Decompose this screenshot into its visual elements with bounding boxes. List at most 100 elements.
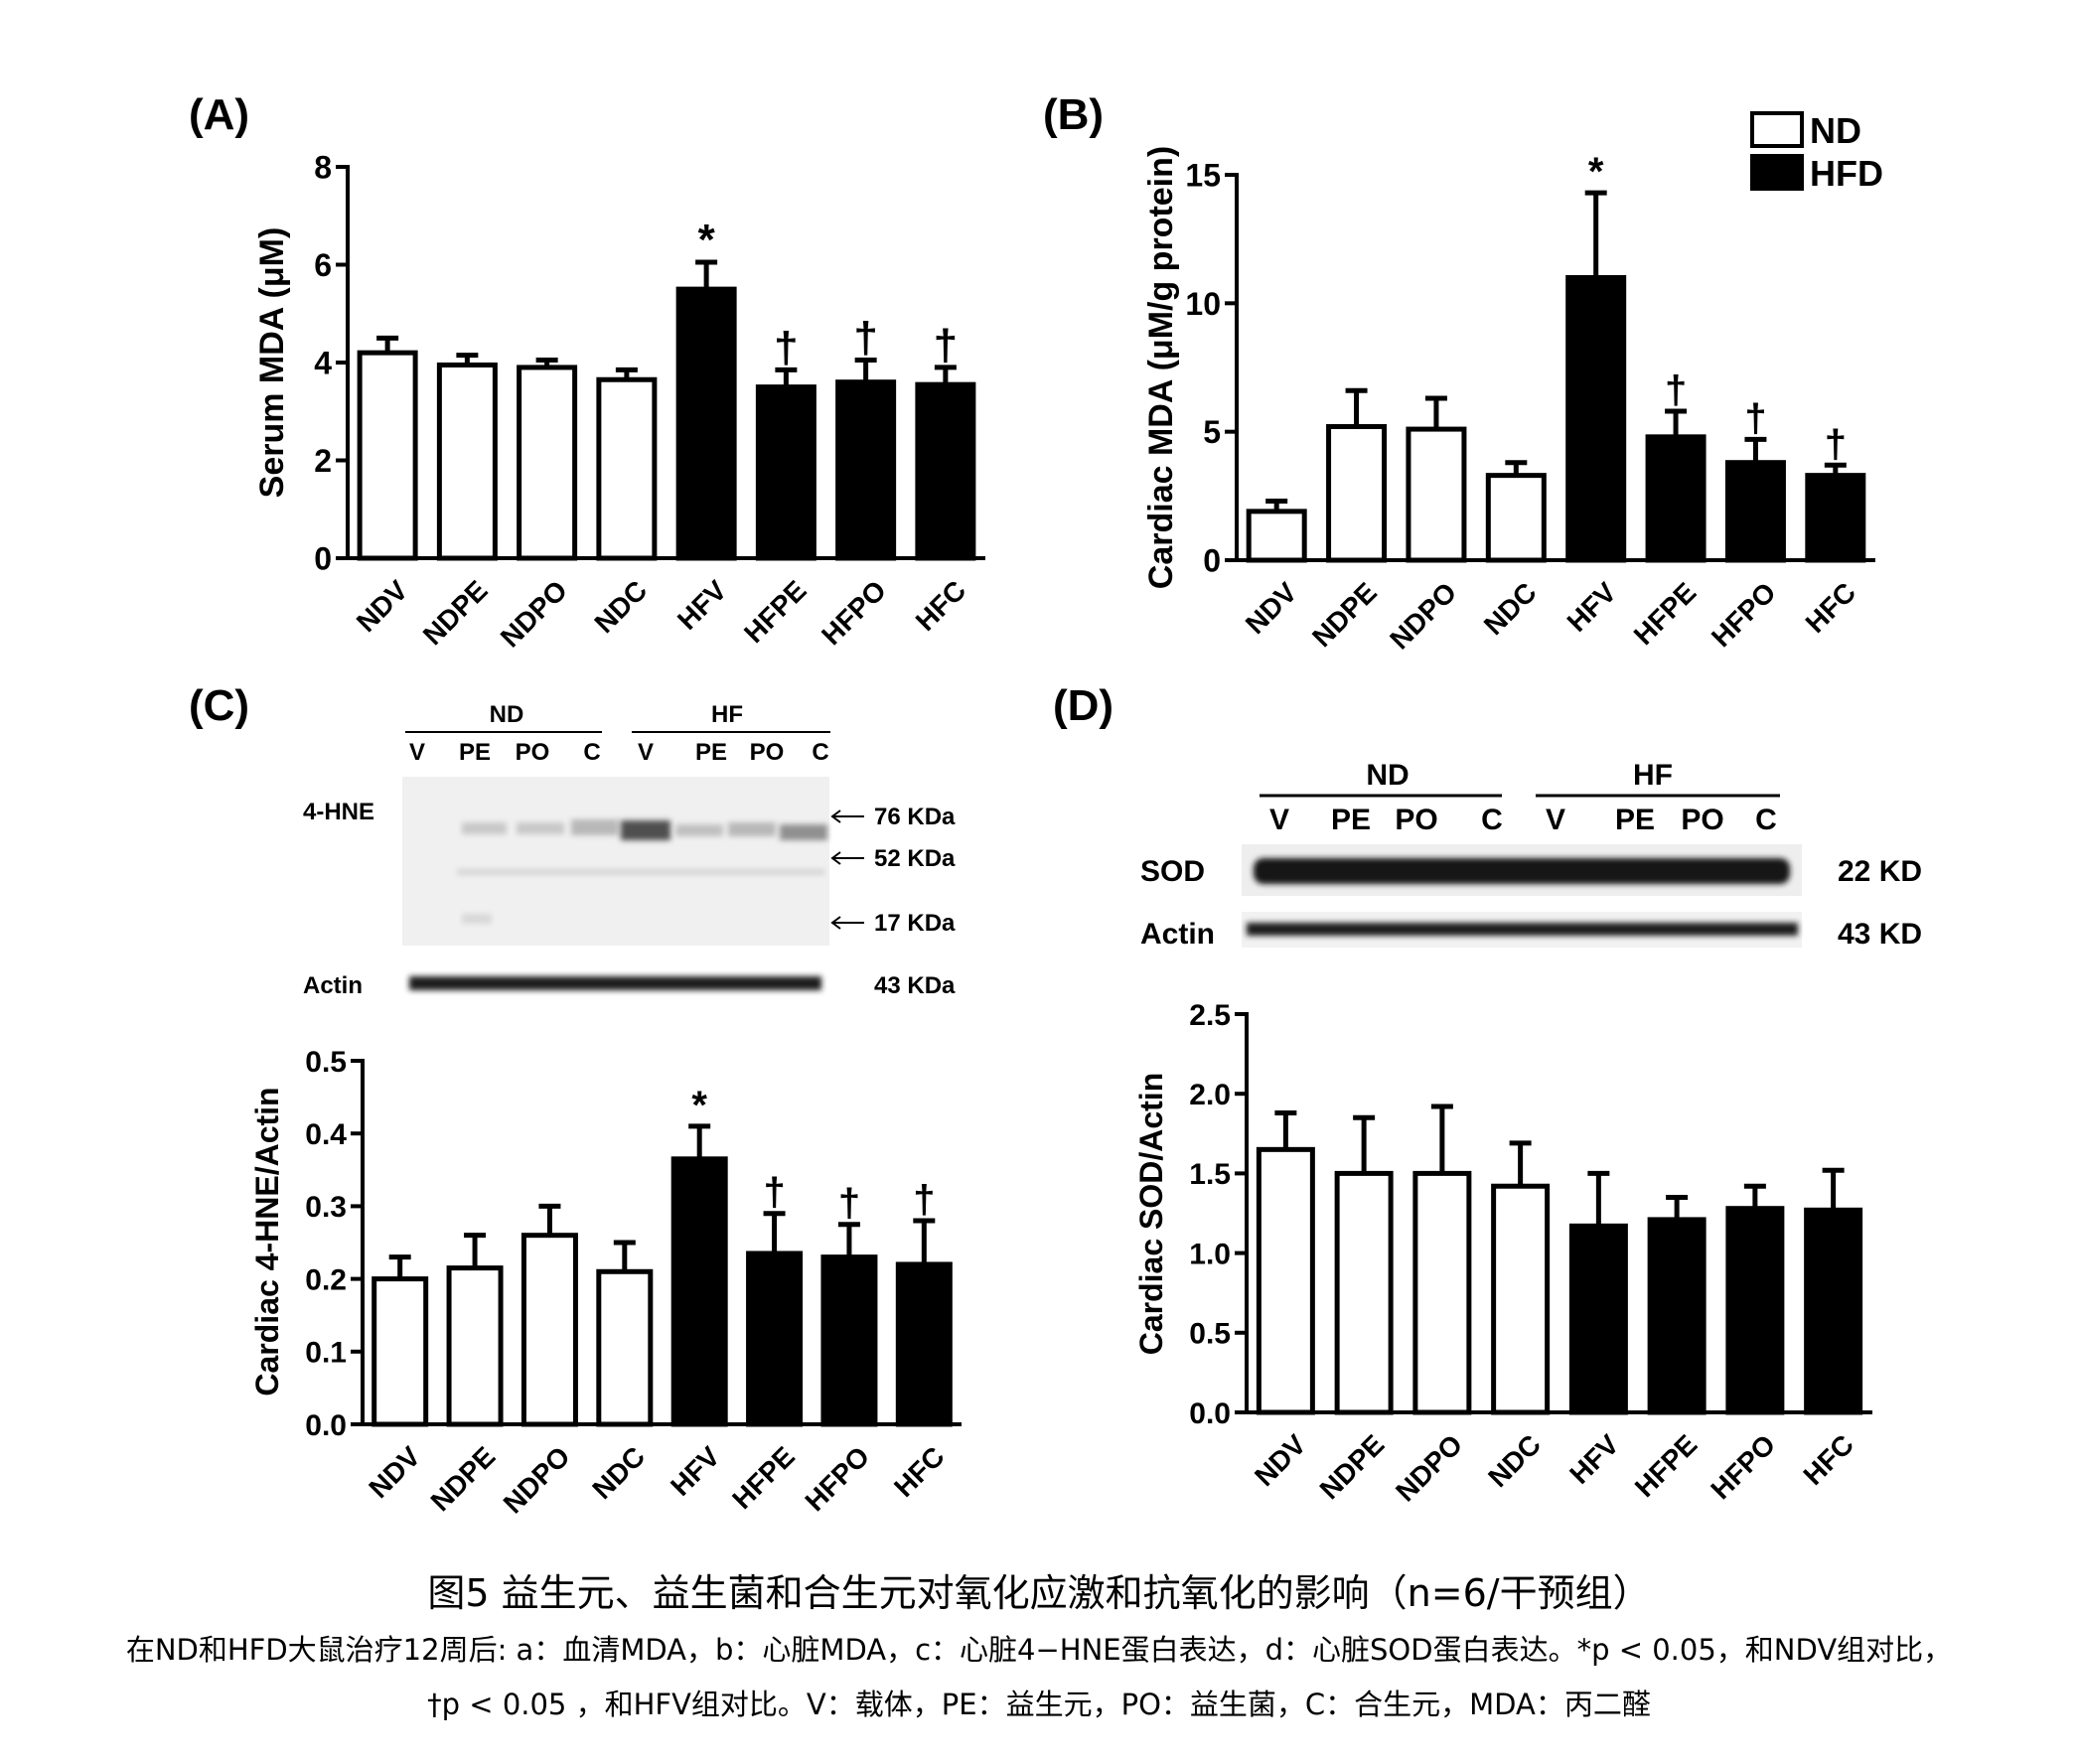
x-tick-label: NDPO <box>495 574 573 653</box>
figure-caption-title: 图5 益生元、益生菌和合生元对氧化应激和抗氧化的影响（n=6/干预组） <box>427 1571 1651 1615</box>
legend-hfd-label: HFD <box>1810 153 1883 194</box>
blot-c-actin-marker: 43 KDa <box>874 972 956 999</box>
bar-ndc <box>596 376 658 561</box>
blot-c-marker-76: 76 KDa <box>874 804 956 830</box>
x-tick-label: HFV <box>665 1440 726 1502</box>
x-tick-label: HFPE <box>726 1440 801 1515</box>
bar-hfv <box>1565 274 1627 563</box>
x-tick-label: NDV <box>1249 1428 1312 1492</box>
x-tick-label: HFPO <box>799 1440 875 1517</box>
x-tick-label: NDPE <box>1306 576 1383 653</box>
bar-ndpe <box>1326 423 1388 563</box>
bar-hfpe <box>746 1250 804 1427</box>
blot-d-lane-8: C <box>1755 804 1777 836</box>
x-tick-label: NDC <box>586 1440 651 1505</box>
blot-d-lane-2: PE <box>1331 804 1371 836</box>
x-tick-label: NDPE <box>417 574 494 651</box>
panel-c-plot: 0.0 0.1 0.2 0.3 0.4 0.5 Cardiac 4-HNE/Actin NDV… <box>249 1046 962 1520</box>
bar-hfc <box>895 1261 953 1427</box>
x-tick-label: NDPE <box>425 1440 502 1517</box>
significance-star: * <box>691 1084 707 1127</box>
y-axis-label: Cardiac 4-HNE/Actin <box>249 1087 285 1396</box>
x-tick-label: HFV <box>1561 576 1623 638</box>
significance-dagger: † <box>853 314 877 363</box>
arrow-icon <box>830 916 864 930</box>
bar-ndpo <box>1406 426 1467 563</box>
x-tick-label: NDPO <box>1390 1428 1468 1507</box>
panel-d-label: (D) <box>1053 681 1113 730</box>
bar-hfpo <box>835 379 897 561</box>
significance-dagger: † <box>1825 422 1847 466</box>
panel-a-plot: 0 2 4 6 8 Serum MDA (μM) NDV NDPE NDPO NDC * HFV † HF… <box>253 150 985 654</box>
x-tick-label: HFV <box>671 574 733 636</box>
panel-b-label: (B) <box>1043 90 1104 139</box>
y-tick-label: 1.5 <box>1189 1158 1231 1191</box>
blot-d-lane-1: V <box>1269 804 1289 836</box>
bar-hfc <box>915 381 976 561</box>
bar-hfpo <box>820 1254 878 1427</box>
blot-c-lane-1: V <box>409 739 425 766</box>
bar-ndc <box>596 1268 654 1427</box>
blot-c-lane-7: PO <box>750 739 785 766</box>
bar-hfpe <box>755 384 816 561</box>
x-tick-label: HFC <box>1800 576 1862 639</box>
x-tick-label: HFC <box>1797 1428 1859 1491</box>
y-axis-label: Cardiac MDA (μM/g protein) <box>1142 146 1180 589</box>
x-tick-label: HFV <box>1563 1428 1625 1490</box>
y-tick-label: 0.1 <box>305 1337 347 1370</box>
significance-dagger: † <box>1665 368 1687 412</box>
blot-d-labels: SOD 22 KD Actin 43 KD <box>1140 855 1922 951</box>
x-tick-label: HFPE <box>738 574 813 649</box>
bar-hfpe <box>1645 434 1707 563</box>
x-tick-label: HFPO <box>1706 576 1782 653</box>
x-tick-label: NDC <box>588 574 653 639</box>
blot-c-marker-52: 52 KDa <box>874 845 956 872</box>
arrow-icon <box>830 809 864 823</box>
bar-ndc <box>1485 473 1547 563</box>
x-tick-label: HFPE <box>1628 576 1703 651</box>
arrow-icon <box>830 851 864 865</box>
significance-dagger: † <box>934 321 958 369</box>
bar-ndpe <box>436 362 498 561</box>
y-tick-label: 6 <box>314 247 332 283</box>
bar-hfpo <box>1724 460 1786 563</box>
y-tick-label: 10 <box>1185 286 1221 322</box>
blot-d-lane-4: C <box>1481 804 1503 836</box>
blot-d-sod-label: SOD <box>1140 855 1205 888</box>
x-tick-label: NDV <box>1240 576 1303 640</box>
panel-c-blot-header: ND HF V PE PO C V PE PO C <box>405 701 830 766</box>
bar-ndv <box>371 1276 429 1427</box>
panel-d-blot-header: ND HF V PE PO C V PE PO C <box>1260 759 1780 836</box>
y-tick-label: 2.0 <box>1189 1079 1231 1111</box>
x-tick-label: NDPO <box>498 1440 576 1519</box>
bar-ndpo <box>520 1233 578 1427</box>
blot-c-group-hf: HF <box>711 701 743 728</box>
y-tick-label: 0 <box>314 541 332 577</box>
blot-d-actin-label: Actin <box>1140 918 1215 951</box>
blot-d-lane-3: PO <box>1395 804 1437 836</box>
y-tick-label: 0.0 <box>1189 1397 1231 1430</box>
bar-ndv <box>1246 509 1307 563</box>
y-axis-label: Serum MDA (μM) <box>253 227 291 499</box>
blot-c-marker-17: 17 KDa <box>874 910 956 937</box>
y-tick-label: 2.5 <box>1189 999 1231 1032</box>
significance-dagger: † <box>913 1178 935 1222</box>
bar-hfv <box>675 286 737 561</box>
blot-c-group-nd: ND <box>490 701 524 728</box>
significance-star: * <box>1588 150 1604 194</box>
blot-c-lane-5: V <box>638 739 654 766</box>
blot-c-actin-image <box>409 976 821 990</box>
x-tick-label: HFPO <box>1705 1428 1781 1505</box>
blot-d-lane-7: PO <box>1681 804 1723 836</box>
significance-dagger: † <box>1744 396 1766 440</box>
panel-a-label: (A) <box>189 90 249 139</box>
y-tick-label: 0.3 <box>305 1191 347 1224</box>
y-tick-label: 0.5 <box>1189 1318 1231 1351</box>
blot-d-sod-marker: 22 KD <box>1838 855 1922 888</box>
x-tick-label: HFC <box>888 1440 951 1503</box>
blot-c-4hne-image <box>402 777 829 946</box>
bar-ndpe <box>446 1265 504 1427</box>
y-tick-label: 0 <box>1203 543 1221 579</box>
